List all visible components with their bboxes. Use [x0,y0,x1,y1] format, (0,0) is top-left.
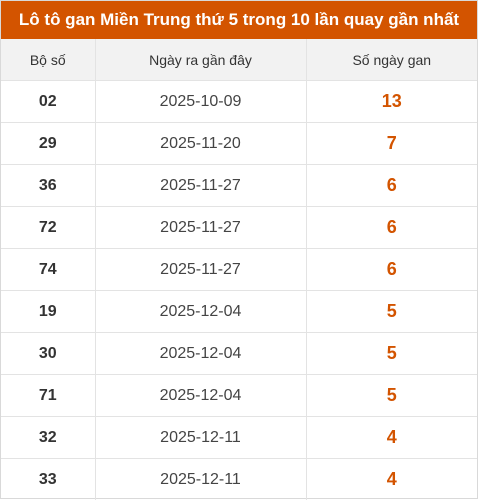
days-cell: 6 [306,249,477,291]
date-cell: 2025-11-27 [95,207,306,249]
number-cell: 72 [1,207,95,249]
number-cell: 32 [1,417,95,459]
days-cell: 7 [306,123,477,165]
number-cell: 02 [1,81,95,123]
days-cell: 5 [306,375,477,417]
table-row: 74 2025-11-27 6 [1,249,477,291]
number-cell: 74 [1,249,95,291]
date-cell: 2025-12-11 [95,417,306,459]
table-row: 19 2025-12-04 5 [1,291,477,333]
days-cell: 5 [306,333,477,375]
table-row: 02 2025-10-09 13 [1,81,477,123]
date-cell: 2025-12-04 [95,333,306,375]
table-row: 29 2025-11-20 7 [1,123,477,165]
number-cell: 19 [1,291,95,333]
date-cell: 2025-12-04 [95,375,306,417]
days-cell: 4 [306,417,477,459]
number-cell: 33 [1,459,95,500]
days-cell: 6 [306,165,477,207]
days-cell: 5 [306,291,477,333]
number-cell: 71 [1,375,95,417]
date-cell: 2025-12-04 [95,291,306,333]
table-row: 33 2025-12-11 4 [1,459,477,500]
number-cell: 29 [1,123,95,165]
column-header-so-ngay-gan: Số ngày gan [306,39,477,81]
days-cell: 4 [306,459,477,500]
number-cell: 36 [1,165,95,207]
column-header-bo-so: Bộ số [1,39,95,81]
column-header-ngay-ra: Ngày ra gần đây [95,39,306,81]
date-cell: 2025-11-27 [95,165,306,207]
table-row: 30 2025-12-04 5 [1,333,477,375]
date-cell: 2025-12-11 [95,459,306,500]
table-row: 32 2025-12-11 4 [1,417,477,459]
date-cell: 2025-11-27 [95,249,306,291]
table-row: 36 2025-11-27 6 [1,165,477,207]
number-cell: 30 [1,333,95,375]
date-cell: 2025-10-09 [95,81,306,123]
days-cell: 6 [306,207,477,249]
table-title: Lô tô gan Miền Trung thứ 5 trong 10 lần … [1,1,477,39]
lo-gan-table: Bộ số Ngày ra gần đây Số ngày gan 02 202… [1,39,477,500]
date-cell: 2025-11-20 [95,123,306,165]
table-header-row: Bộ số Ngày ra gần đây Số ngày gan [1,39,477,81]
days-cell: 13 [306,81,477,123]
table-row: 72 2025-11-27 6 [1,207,477,249]
table-row: 71 2025-12-04 5 [1,375,477,417]
